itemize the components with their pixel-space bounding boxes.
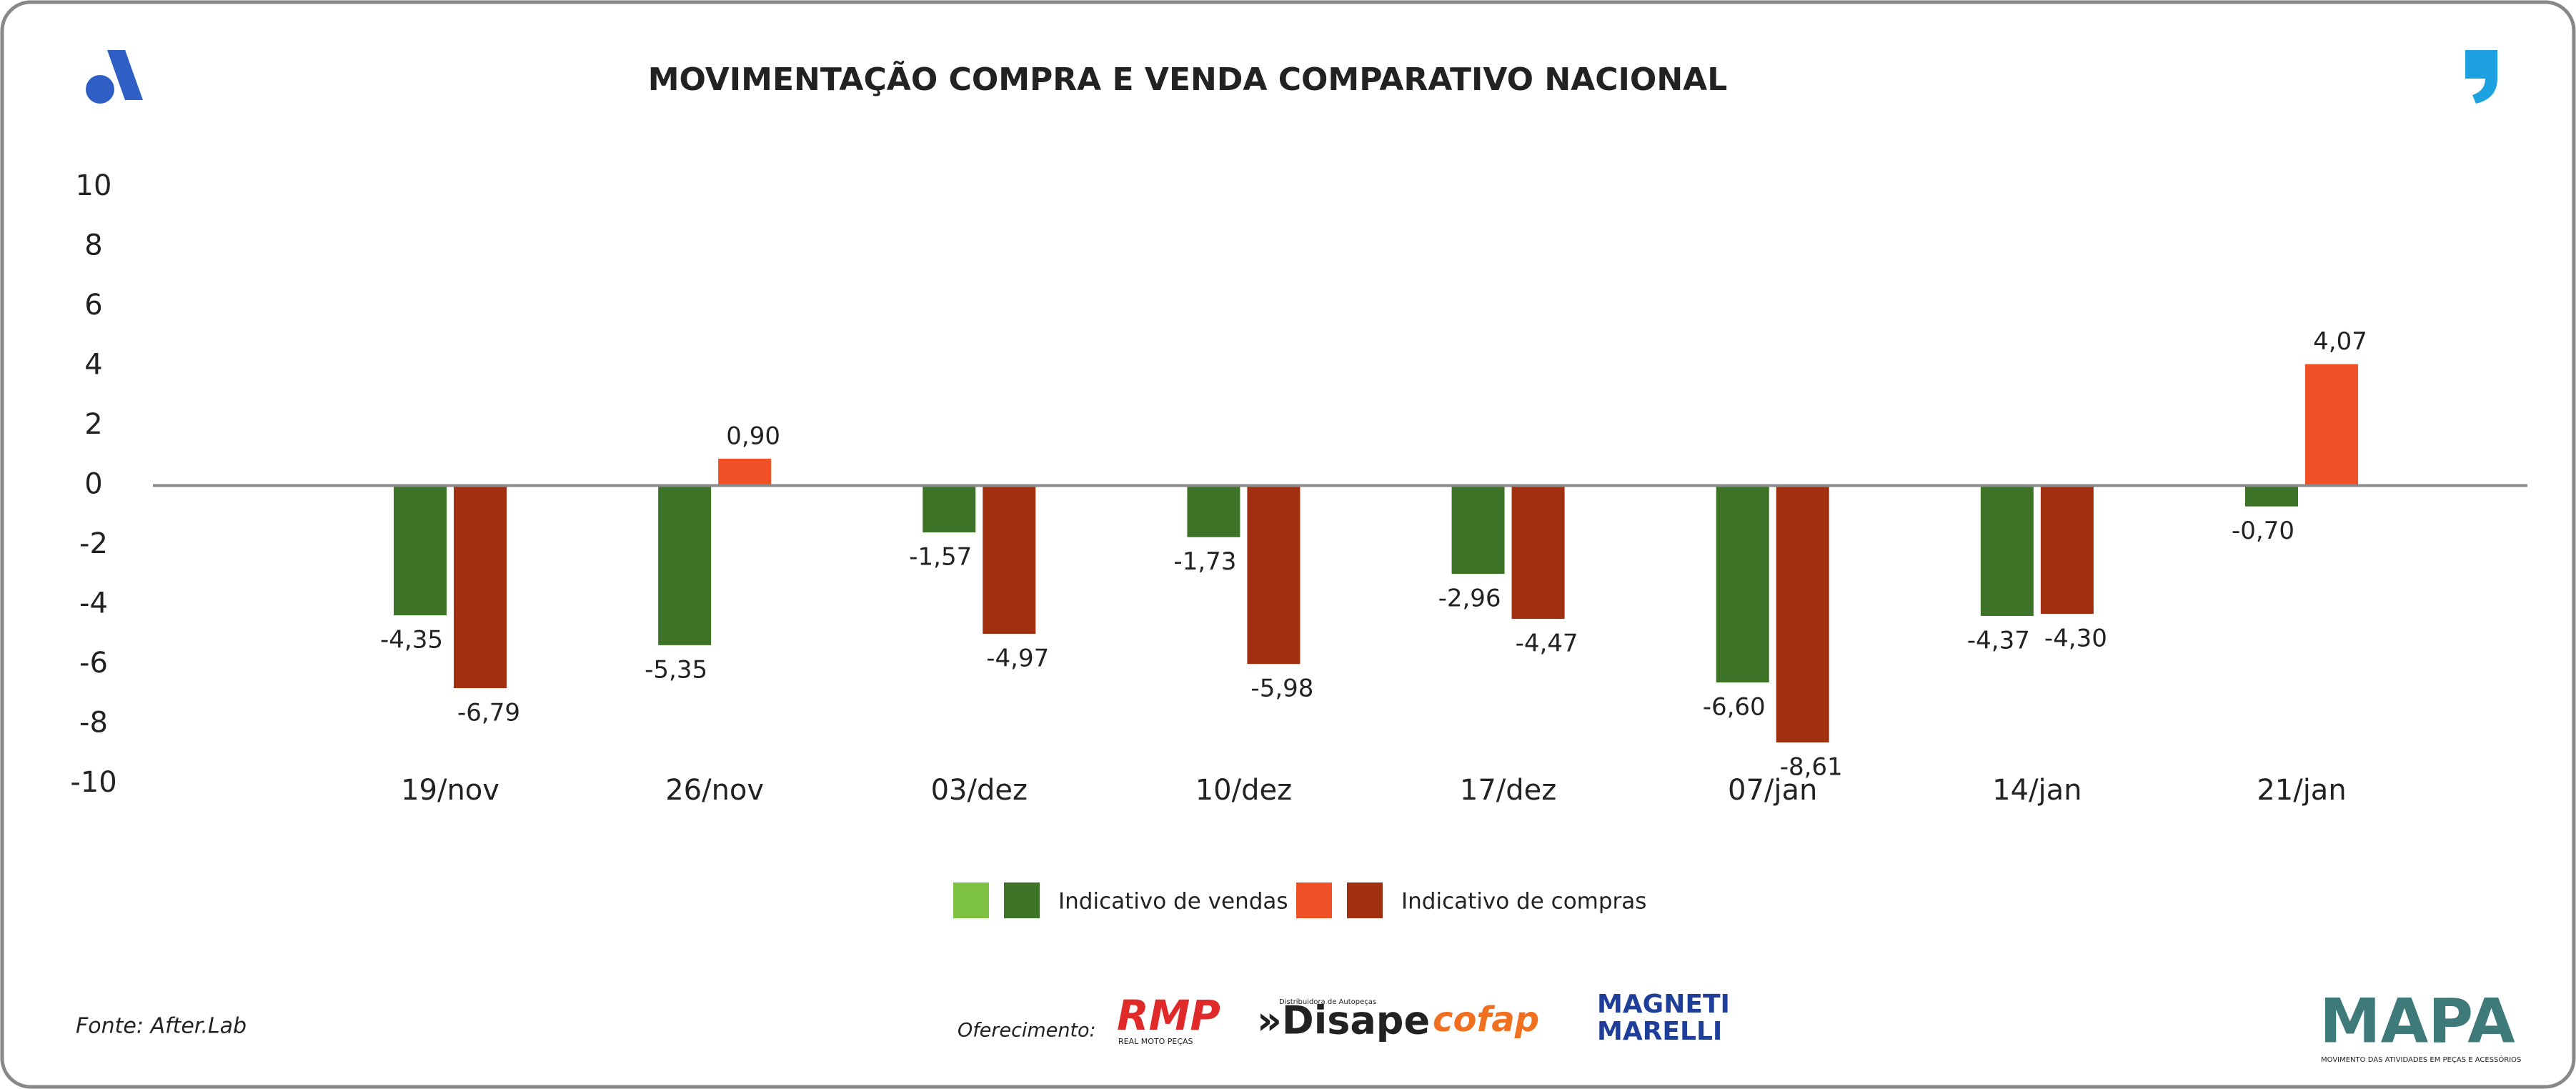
bar <box>1776 485 1829 742</box>
y-tick-label: -8 <box>79 707 108 740</box>
bar <box>1716 485 1769 683</box>
value-label: -5,98 <box>1250 675 1313 703</box>
value-label: -6,60 <box>1703 693 1766 722</box>
sponsor-tagline: REAL MOTO PEÇAS <box>1118 1037 1193 1046</box>
y-tick-label: 10 <box>76 169 112 202</box>
legend-swatch <box>1347 882 1383 918</box>
brand-logo: MAPA <box>2319 985 2515 1057</box>
value-label: 4,07 <box>2313 327 2367 356</box>
sponsor-logo: MAGNETI <box>1597 990 1730 1019</box>
y-tick-label: -6 <box>79 647 108 680</box>
value-label: -5,35 <box>645 655 707 684</box>
y-tick-label: 4 <box>84 349 102 382</box>
x-tick-label: 03/dez <box>931 774 1028 807</box>
y-tick-label: -4 <box>79 587 108 620</box>
y-tick-label: 8 <box>84 229 102 262</box>
brand-tagline: MOVIMENTO DAS ATIVIDADES EM PEÇAS E ACES… <box>2321 1055 2521 1064</box>
x-tick-label: 07/jan <box>1728 774 1817 807</box>
x-tick-label: 26/nov <box>665 774 764 807</box>
bar <box>1451 485 1505 575</box>
y-tick-label: 0 <box>84 468 102 501</box>
legend-swatch <box>1296 882 1332 918</box>
value-label: -2,96 <box>1438 585 1501 613</box>
value-label: -0,70 <box>2232 517 2294 545</box>
source: Fonte: After.Lab <box>76 1014 247 1039</box>
value-label: -6,79 <box>457 698 520 727</box>
bar <box>658 485 712 645</box>
bar <box>454 485 507 688</box>
legend-swatch <box>953 882 989 918</box>
chart-title: MOVIMENTAÇÃO COMPRA E VENDA COMPARATIVO … <box>648 60 1728 98</box>
bar <box>923 485 976 533</box>
bar <box>1511 485 1565 620</box>
x-tick-label: 10/dez <box>1195 774 1292 807</box>
value-label: -8,61 <box>1780 752 1843 781</box>
logo-left <box>86 50 143 104</box>
y-tick-label: -2 <box>79 527 108 560</box>
value-label: -1,73 <box>1173 547 1236 576</box>
sponsor-tagline: Distribuidora de Autopeças <box>1279 998 1376 1006</box>
legend-label: Indicativo de vendas <box>1058 889 1288 915</box>
bar <box>2245 485 2298 507</box>
y-tick-label: -10 <box>70 766 116 799</box>
sponsor-logo: »Disape <box>1257 998 1430 1043</box>
bar <box>1247 485 1301 665</box>
value-label: -1,57 <box>909 543 972 572</box>
bar <box>718 458 772 486</box>
x-tick-label: 19/nov <box>401 774 499 807</box>
value-label: -4,97 <box>986 644 1049 672</box>
legend-label: Indicativo de compras <box>1401 889 1646 915</box>
value-label: -4,47 <box>1516 630 1578 658</box>
x-tick-label: 21/jan <box>2257 774 2346 807</box>
x-tick-label: 17/dez <box>1460 774 1556 807</box>
value-label: 0,90 <box>726 422 780 450</box>
plot: 10 8 6 4 2 0 -2 -4 -6 -8 -10 19/nov -4,35 -6,79 26/nov… <box>70 169 2527 807</box>
sponsor-label: Oferecimento: <box>958 1020 1096 1042</box>
legend-swatch <box>1004 882 1040 918</box>
bar <box>1980 485 2034 616</box>
bar <box>2040 485 2094 615</box>
x-tick-label: 14/jan <box>1992 774 2082 807</box>
legend: Indicativo de vendas Indicativo de compra… <box>953 882 1646 918</box>
sponsor-logo: RMP <box>1117 991 1220 1040</box>
value-label: -4,35 <box>380 626 443 655</box>
value-label: -4,37 <box>1967 626 2030 655</box>
bar <box>394 485 447 616</box>
logo-right <box>2465 50 2497 104</box>
y-tick-label: 6 <box>84 289 102 322</box>
bar <box>2305 364 2358 486</box>
bar <box>1187 485 1240 537</box>
bar <box>983 485 1036 634</box>
sponsor-logo: cofap <box>1433 1000 1539 1040</box>
y-tick-label: 2 <box>84 408 102 441</box>
value-label: -4,30 <box>2044 625 2107 653</box>
sponsor-logo: MARELLI <box>1597 1017 1722 1046</box>
